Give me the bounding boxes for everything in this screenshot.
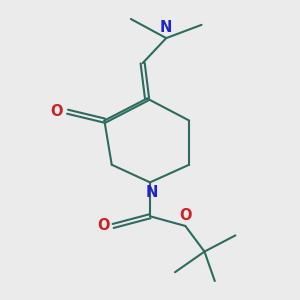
- Text: O: O: [179, 208, 192, 223]
- Text: O: O: [97, 218, 110, 233]
- Text: N: N: [145, 185, 158, 200]
- Text: N: N: [160, 20, 172, 35]
- Text: O: O: [51, 104, 63, 119]
